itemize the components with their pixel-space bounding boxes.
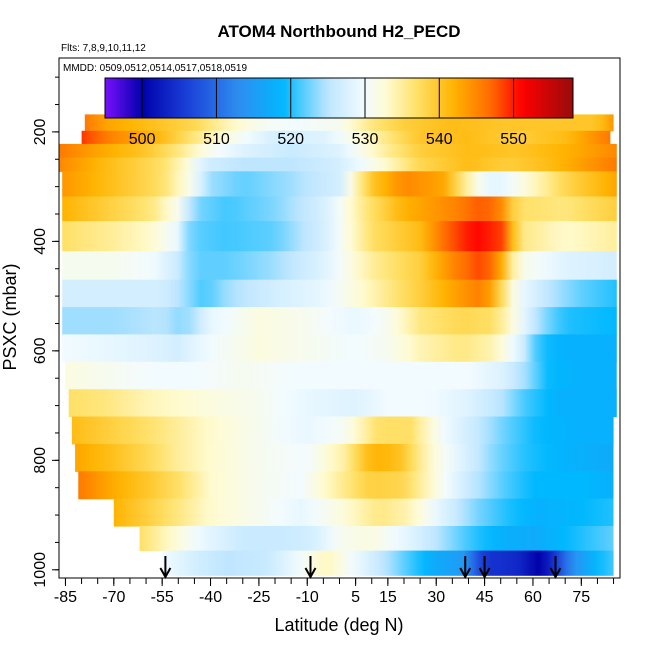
heatmap-band xyxy=(59,143,617,159)
dates-label: MMDD: 0509,0512,0514,0517,0518,0519 xyxy=(63,63,247,74)
x-tick-label: -10 xyxy=(296,589,319,606)
y-tick-label: 800 xyxy=(32,447,49,474)
x-tick-label: 60 xyxy=(524,589,542,606)
colorbar-ramp xyxy=(104,77,574,119)
heatmap-band xyxy=(62,279,617,308)
heatmap-band xyxy=(84,114,614,132)
y-tick-label: 600 xyxy=(32,337,49,364)
sounding-arrow-head xyxy=(478,567,491,580)
heatmap-band xyxy=(68,389,617,418)
heatmap-band xyxy=(59,157,617,172)
x-tick-label: -70 xyxy=(102,589,125,606)
colorbar-tick-label: 550 xyxy=(500,131,527,148)
heatmap-band xyxy=(62,251,617,281)
x-tick-label: -40 xyxy=(199,589,222,606)
colorbar-tick-label: 520 xyxy=(277,131,304,148)
sounding-markers xyxy=(159,556,562,580)
colorbar-tick-label: 530 xyxy=(352,131,379,148)
x-tick-label: -55 xyxy=(151,589,174,606)
y-axis-label: PSXC (mbar) xyxy=(0,263,20,370)
x-axis-label: Latitude (deg N) xyxy=(274,615,403,635)
x-tick-label: -25 xyxy=(247,589,270,606)
heatmap-band xyxy=(81,130,611,145)
x-tick-label: 15 xyxy=(379,589,397,606)
x-tick-label: 75 xyxy=(572,589,590,606)
flights-label: Flts: 7,8,9,10,11,12 xyxy=(61,43,146,54)
heatmap-band xyxy=(62,171,617,198)
x-tick-label: 30 xyxy=(427,589,445,606)
sounding-arrow-head xyxy=(159,567,172,580)
x-tick-label: 5 xyxy=(351,589,360,606)
sounding-arrow-head xyxy=(304,567,317,580)
heatmap-band xyxy=(62,221,617,252)
chart-title: ATOM4 Northbound H2_PECD xyxy=(217,22,460,41)
colorbar: 500 510 520 530 540 550 xyxy=(104,77,574,148)
colorbar-tick-label: 500 xyxy=(129,131,156,148)
colorbar-tick-label: 540 xyxy=(426,131,453,148)
heatmap-band xyxy=(162,550,614,576)
x-tick-label: -85 xyxy=(54,589,77,606)
colorbar-tick-label: 510 xyxy=(203,131,230,148)
heatmap-layer xyxy=(59,114,617,576)
heatmap-band xyxy=(75,443,614,472)
y-tick-label: 400 xyxy=(32,228,49,255)
heatmap-band xyxy=(65,361,617,390)
heatmap-band xyxy=(62,334,617,363)
sounding-arrow-head xyxy=(459,567,472,580)
y-tick-label: 1000 xyxy=(32,552,49,588)
axes: -85 -70 -55 -40 -25 -10 5 15 30 45 60 75 200 400 600 80… xyxy=(32,76,615,606)
heatmap-band xyxy=(71,416,614,445)
x-tick-label: 45 xyxy=(476,589,494,606)
heatmap-band xyxy=(62,196,617,222)
heatmap-band xyxy=(62,307,617,336)
heatmap-band xyxy=(113,498,614,527)
heatmap-band xyxy=(78,471,614,500)
sounding-arrow-head xyxy=(549,567,562,580)
y-tick-label: 200 xyxy=(32,118,49,145)
heatmap-band xyxy=(139,526,614,552)
